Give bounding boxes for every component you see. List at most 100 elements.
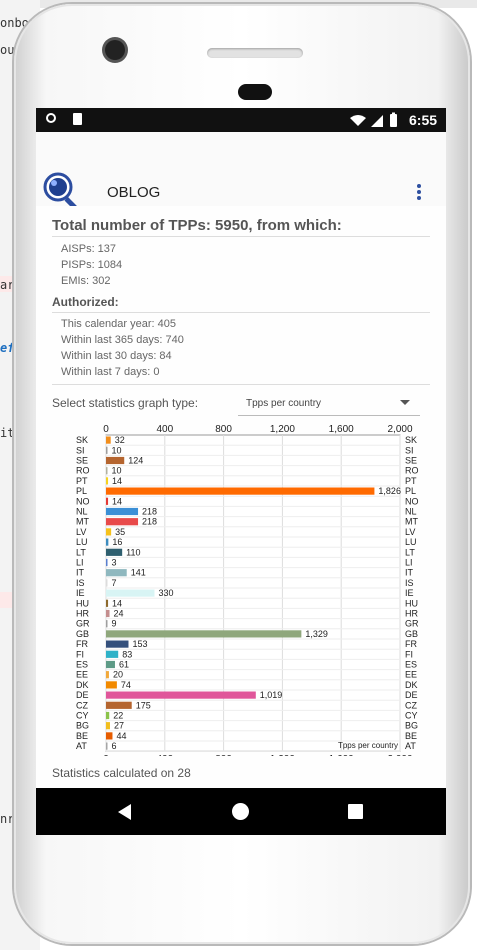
- background-snippet: it: [0, 426, 15, 440]
- category-label-right: PL: [405, 486, 416, 496]
- category-label-right: FR: [405, 639, 417, 649]
- category-label-left: BG: [76, 721, 89, 731]
- value-label: 330: [159, 588, 174, 598]
- x-tick-label-top: 1,600: [329, 424, 354, 435]
- value-label: 27: [114, 721, 124, 731]
- bar-dk: [106, 681, 117, 689]
- divider: [52, 384, 430, 385]
- category-label-right: LV: [405, 527, 415, 537]
- recent-apps-icon[interactable]: [348, 804, 363, 819]
- bar-fr: [106, 640, 129, 648]
- bar-at: [106, 742, 108, 750]
- category-label-right: PT: [405, 476, 417, 486]
- bar-nl: [106, 507, 139, 516]
- x-tick-label-top: 800: [215, 424, 232, 435]
- chart-legend: Tpps per country: [338, 741, 398, 750]
- bar-lt: [106, 548, 123, 556]
- value-label: 3: [112, 558, 117, 568]
- value-label: 1,329: [305, 629, 328, 639]
- bar-gr: [106, 620, 108, 628]
- graph-type-select[interactable]: Tpps per country: [246, 398, 322, 409]
- bar-se: [106, 456, 125, 465]
- app-title: OBLOG: [107, 184, 161, 201]
- category-label-right: MT: [405, 517, 418, 527]
- android-navbar: [36, 788, 446, 835]
- x-tick-label-bottom: 2,000: [387, 754, 412, 756]
- earpiece-speaker: [207, 48, 303, 58]
- category-label-left: AT: [76, 741, 87, 751]
- dropdown-arrow-icon[interactable]: [400, 400, 410, 405]
- value-label: 6: [112, 741, 117, 751]
- authorized-last-30: Within last 30 days: 84: [61, 350, 172, 362]
- bar-hu: [106, 599, 109, 607]
- bar-de: [106, 691, 256, 699]
- sd-card-icon: [73, 113, 82, 125]
- category-label-right: GB: [405, 629, 418, 639]
- category-label-left: BE: [76, 731, 88, 741]
- category-label-left: GR: [76, 619, 90, 629]
- tpps-per-country-chart: 0 0 400 400 800 800 1,200 1,200 1,600 1,600 2,000 2…: [76, 424, 419, 756]
- bar-li: [106, 558, 108, 567]
- battery-icon: [390, 114, 397, 127]
- category-label-right: ES: [405, 660, 417, 670]
- category-label-left: CY: [76, 711, 89, 721]
- category-label-right: HU: [405, 598, 418, 608]
- category-label-right: IS: [405, 578, 414, 588]
- x-tick-label-bottom: 0: [103, 754, 109, 756]
- bar-si: [106, 446, 108, 454]
- category-label-right: IE: [405, 588, 414, 598]
- category-label-right: IT: [405, 568, 414, 578]
- category-label-left: LT: [76, 547, 86, 557]
- value-label: 1,826: [378, 486, 401, 496]
- category-label-left: ES: [76, 660, 88, 670]
- bar-lu: [106, 538, 109, 546]
- category-label-right: CY: [405, 711, 418, 721]
- value-label: 9: [112, 619, 117, 629]
- category-label-right: FI: [405, 649, 413, 659]
- category-label-left: GB: [76, 629, 89, 639]
- bar-bg: [106, 722, 110, 730]
- category-label-right: CZ: [405, 700, 417, 710]
- category-label-left: DE: [76, 690, 89, 700]
- notification-circle-icon: [46, 113, 56, 123]
- x-tick-label-bottom: 1,600: [329, 754, 354, 756]
- overflow-vertical-icon[interactable]: [413, 182, 425, 206]
- app-bar: OBLOG: [36, 132, 446, 216]
- background-snippet: ar: [0, 278, 15, 292]
- category-label-right: NL: [405, 507, 417, 517]
- bar-es: [106, 660, 115, 669]
- category-label-left: HU: [76, 598, 89, 608]
- value-label: 153: [132, 639, 147, 649]
- category-label-left: PT: [76, 476, 88, 486]
- bar-sk: [106, 436, 111, 444]
- value-label: 22: [113, 711, 123, 721]
- pisps-count: PISPs: 1084: [61, 259, 123, 271]
- bar-be: [106, 732, 113, 740]
- category-label-right: LU: [405, 537, 417, 547]
- category-label-left: SE: [76, 456, 88, 466]
- value-label: 1,019: [260, 690, 283, 700]
- value-label: 24: [114, 609, 124, 619]
- value-label: 14: [112, 476, 122, 486]
- divider: [52, 312, 430, 313]
- x-tick-label-top: 400: [156, 424, 173, 435]
- category-label-left: LV: [76, 527, 86, 537]
- category-label-right: SK: [405, 435, 417, 445]
- bar-gb: [106, 630, 302, 638]
- x-tick-label-top: 2,000: [387, 424, 412, 435]
- home-icon[interactable]: [232, 803, 249, 820]
- back-icon[interactable]: [118, 804, 131, 820]
- aisps-count: AISPs: 137: [61, 243, 117, 255]
- category-label-left: LI: [76, 558, 84, 568]
- category-label-left: CZ: [76, 700, 88, 710]
- x-tick-label-bottom: 1,200: [270, 754, 295, 756]
- category-label-left: RO: [76, 466, 90, 476]
- bar-hr: [106, 609, 110, 618]
- value-label: 7: [112, 578, 117, 588]
- bar-ie: [106, 589, 155, 597]
- bar-no: [106, 497, 109, 505]
- authorized-last-365: Within last 365 days: 740: [61, 334, 184, 346]
- value-label: 10: [112, 466, 122, 476]
- value-label: 83: [122, 649, 132, 659]
- value-label: 32: [115, 435, 125, 445]
